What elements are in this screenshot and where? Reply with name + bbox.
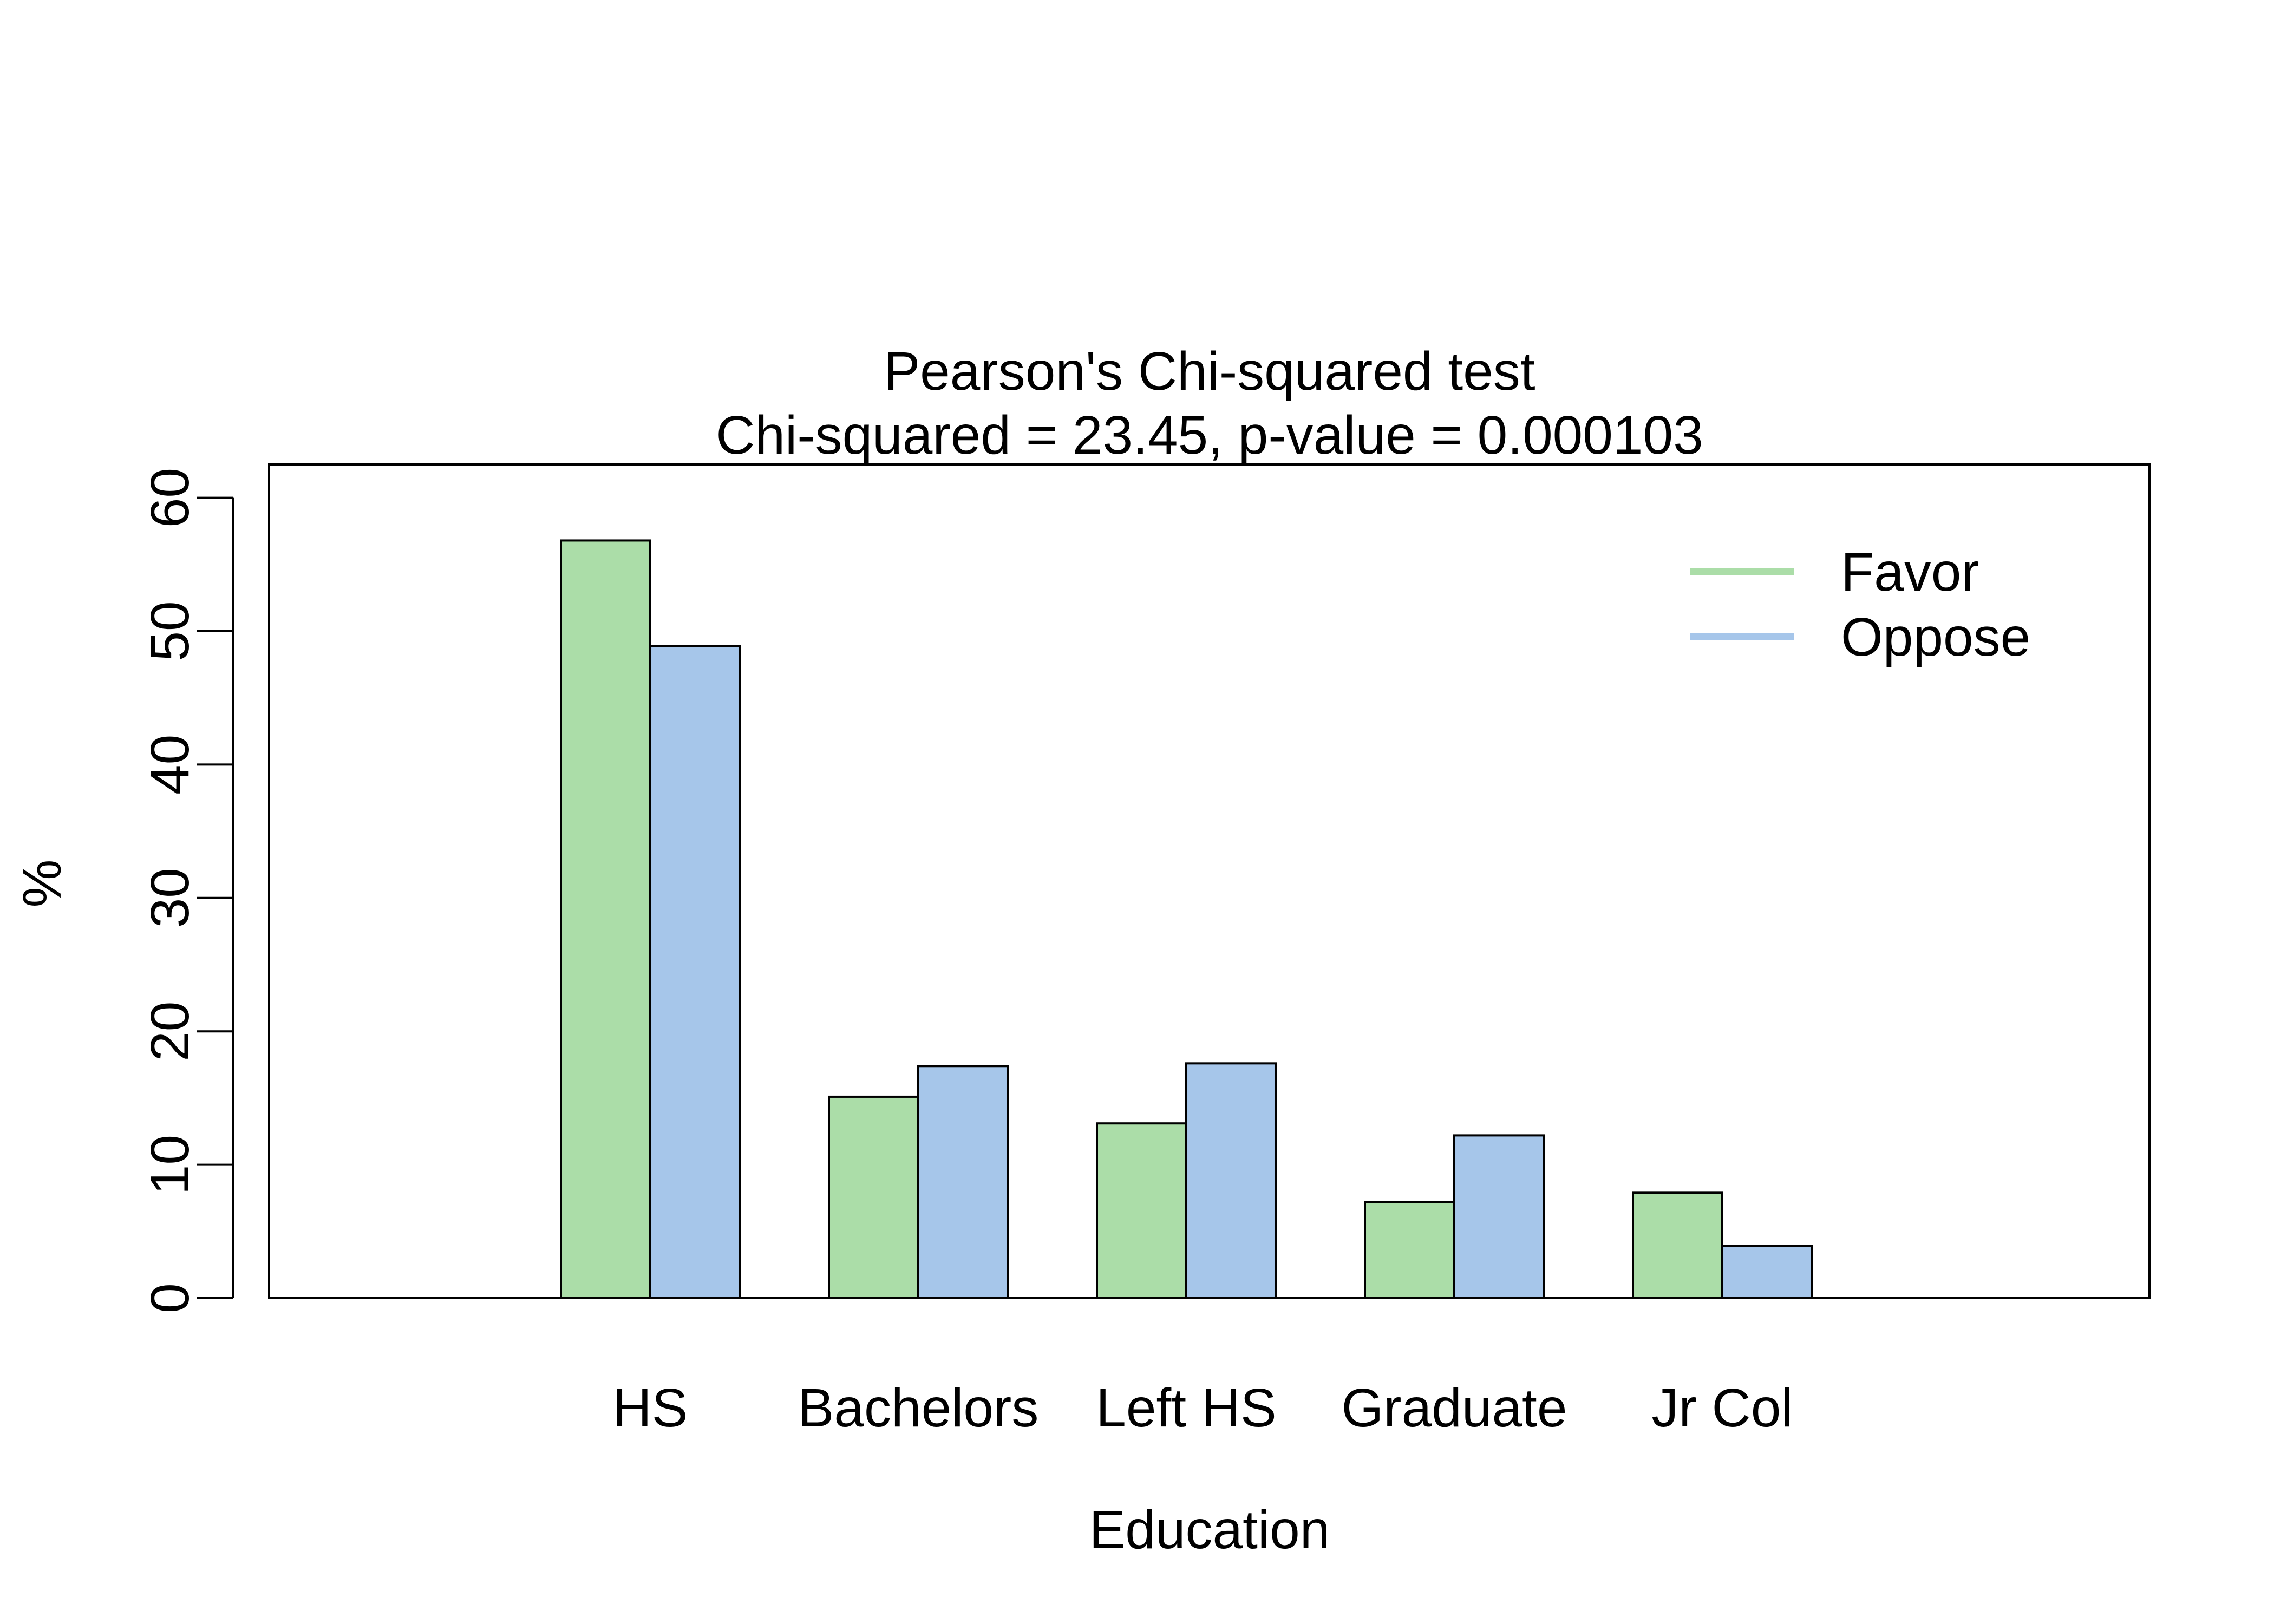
bar-oppose-bachelors [917, 1065, 1009, 1300]
bar-oppose-graduate [1453, 1134, 1545, 1300]
bar-favor-graduate [1364, 1201, 1455, 1300]
y-tick-label: 0 [140, 1283, 200, 1313]
y-tick-label: 40 [140, 735, 200, 795]
bar-favor-left-hs [1096, 1122, 1187, 1300]
x-tick-label: Bachelors [798, 1378, 1039, 1438]
y-axis-label: % [12, 860, 73, 908]
x-tick-label: Graduate [1342, 1378, 1567, 1438]
bar-favor-jr-col [1632, 1191, 1723, 1299]
legend-label-oppose: Oppose [1841, 607, 2030, 667]
x-tick-label: Jr Col [1651, 1378, 1793, 1438]
y-tick-label: 60 [140, 468, 200, 528]
bar-oppose-left-hs [1185, 1062, 1277, 1300]
y-tick-label: 30 [140, 868, 200, 928]
bars-layer [560, 539, 1813, 1300]
x-axis-label: Education [1089, 1499, 1330, 1560]
chart-title: Pearson's Chi-squared test [884, 341, 1535, 402]
bar-favor-bachelors [828, 1095, 919, 1300]
legend-label-favor: Favor [1841, 542, 1979, 603]
y-tick-label: 50 [140, 601, 200, 661]
bar-oppose-hs [649, 645, 741, 1299]
y-axis: 0 10 20 30 40 50 60 [140, 468, 234, 1313]
y-tick-label: 20 [140, 1001, 200, 1062]
x-tick-label: HS [613, 1378, 688, 1438]
x-tick-label: Left HS [1096, 1378, 1277, 1438]
bar-oppose-jr-col [1721, 1245, 1813, 1300]
chart-subtitle: Chi-squared = 23.45, p-value = 0.000103 [716, 405, 1703, 466]
bar-favor-hs [560, 539, 651, 1299]
x-axis: HS Bachelors Left HS Graduate Jr Col [613, 1378, 1793, 1438]
y-tick-label: 10 [140, 1135, 200, 1195]
